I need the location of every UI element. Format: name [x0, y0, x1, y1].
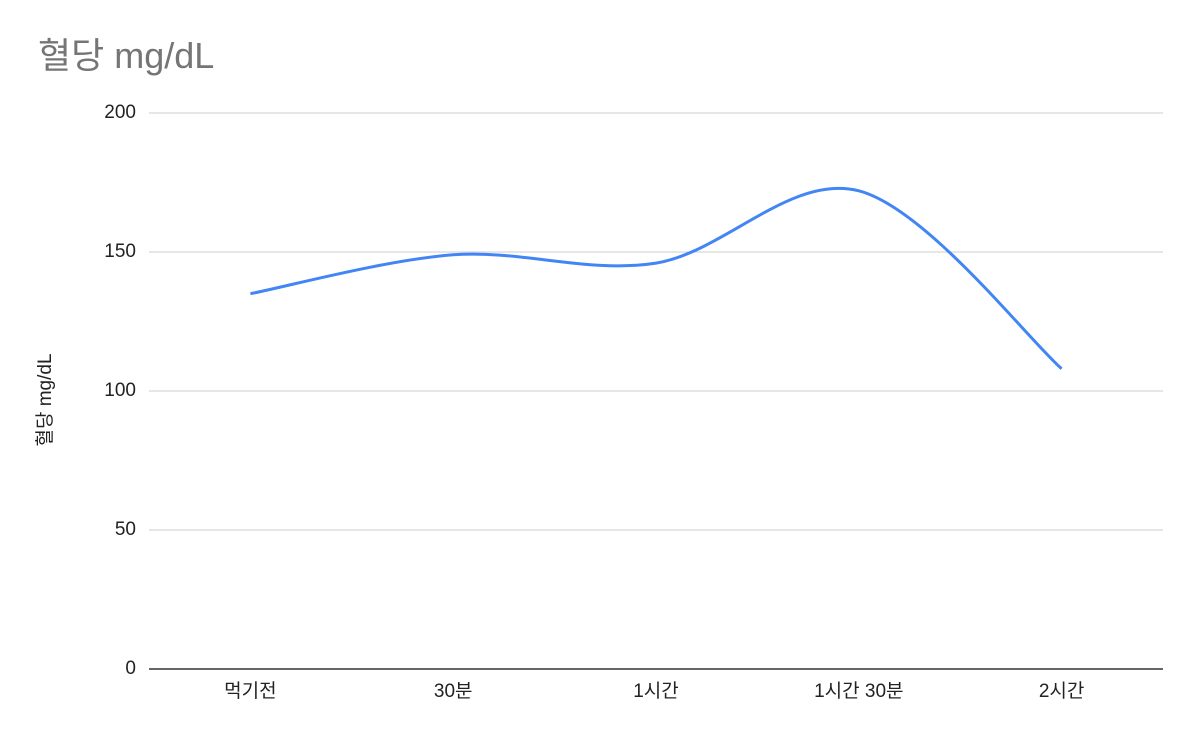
y-tick-label: 200 [104, 102, 136, 123]
data-line [250, 186, 1063, 370]
x-tick-label: 1시간 [633, 680, 679, 702]
x-tick-label: 먹기전 [224, 680, 276, 702]
chart-title: 혈당 mg/dL [38, 35, 214, 76]
x-tick-label: 2시간 [1039, 680, 1085, 702]
y-tick-label: 150 [104, 241, 136, 262]
y-tick-label: 100 [104, 380, 136, 401]
y-tick-label: 0 [125, 658, 136, 679]
y-tick-label: 50 [115, 519, 136, 540]
x-tick-label: 1시간 30분 [814, 680, 903, 702]
y-axis-label: 혈당 mg/dL [34, 353, 56, 446]
x-tick-label: 30분 [434, 681, 473, 702]
